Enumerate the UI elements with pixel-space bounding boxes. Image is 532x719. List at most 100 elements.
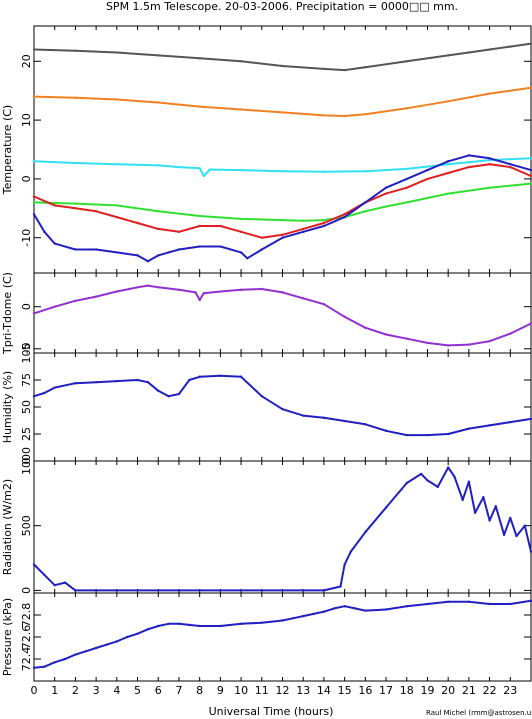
- data-point: [488, 92, 491, 95]
- data-point: [467, 51, 471, 54]
- data-point: [198, 214, 201, 218]
- y-axis-label: Radiation (W/m2): [1, 479, 14, 575]
- data-point: [349, 550, 353, 553]
- data-point: [239, 60, 243, 63]
- data-point: [74, 96, 77, 99]
- data-point: [157, 227, 160, 231]
- data-point: [446, 100, 450, 103]
- data-point: [198, 224, 201, 228]
- panel-0: -10 0 10 20 Temperature (C): [1, 25, 532, 274]
- data-point: [343, 315, 346, 318]
- y-tick-label: 72.4: [20, 647, 33, 672]
- data-point: [343, 68, 346, 72]
- data-point: [302, 297, 305, 300]
- data-point: [529, 322, 532, 325]
- x-tick-label: 0: [31, 684, 38, 697]
- x-tick-label: 23: [503, 684, 517, 697]
- data-point: [302, 614, 305, 618]
- data-point: [43, 391, 46, 395]
- data-point: [364, 423, 367, 426]
- panel-3: 0 500 1000 Radiation (W/m2): [1, 447, 532, 594]
- panel-4: 72.472.672.8 Pressure (kPa): [1, 592, 532, 682]
- data-point: [63, 581, 67, 584]
- y-axis-label: Pressure (kPa): [1, 598, 14, 676]
- data-point: [343, 563, 346, 566]
- data-point: [43, 665, 46, 668]
- y-tick-label: 0: [20, 458, 33, 465]
- data-point: [446, 160, 450, 163]
- data-point: [32, 212, 36, 216]
- data-point: [322, 589, 326, 592]
- x-tick-label: 2: [72, 684, 79, 697]
- y-tick-label: 50: [20, 400, 33, 414]
- data-point: [53, 386, 56, 389]
- panel-1: -5 0 Tpri-Tdome (C): [1, 272, 532, 355]
- data-point: [461, 498, 464, 502]
- data-point: [63, 657, 67, 661]
- data-point: [446, 432, 450, 436]
- data-point: [260, 287, 263, 291]
- data-point: [74, 653, 77, 656]
- data-point: [488, 340, 491, 343]
- data-point: [509, 602, 512, 606]
- series-line-0: [33, 374, 532, 437]
- data-point: [281, 218, 284, 222]
- data-point: [136, 286, 139, 289]
- series-line-2: [33, 157, 532, 177]
- data-point: [157, 389, 160, 392]
- data-point: [32, 160, 36, 163]
- data-point: [322, 221, 326, 225]
- panel-frame: [33, 272, 532, 354]
- data-point: [302, 227, 305, 231]
- data-point: [405, 177, 408, 181]
- panel-frame: [33, 352, 532, 462]
- x-tick-label: 6: [155, 684, 162, 697]
- x-tick-label: 14: [317, 684, 331, 697]
- data-point: [239, 622, 243, 625]
- data-point: [343, 605, 346, 608]
- y-tick-label: 0: [20, 175, 33, 182]
- data-point: [136, 632, 139, 635]
- data-point: [446, 163, 450, 166]
- data-point: [343, 114, 346, 118]
- data-point: [43, 230, 46, 234]
- data-point: [53, 584, 56, 587]
- data-point: [322, 67, 326, 71]
- data-point: [53, 305, 56, 308]
- data-point: [157, 624, 160, 628]
- data-point: [74, 161, 77, 165]
- series-line-3: [33, 182, 532, 222]
- data-point: [167, 251, 170, 254]
- data-point: [494, 505, 497, 508]
- data-point: [488, 424, 491, 427]
- data-point: [343, 419, 346, 423]
- data-point: [198, 375, 201, 378]
- data-point: [281, 111, 284, 114]
- data-point: [322, 170, 326, 174]
- data-point: [239, 108, 243, 111]
- data-point: [509, 163, 512, 166]
- data-point: [177, 622, 181, 625]
- data-point: [177, 288, 181, 292]
- data-point: [94, 248, 98, 251]
- data-point: [239, 288, 243, 292]
- data-point: [322, 302, 326, 306]
- data-point: [529, 550, 532, 553]
- data-point: [322, 610, 326, 613]
- data-point: [322, 114, 326, 117]
- data-point: [53, 242, 56, 245]
- data-point: [94, 380, 98, 384]
- data-point: [426, 433, 429, 437]
- y-axis-label: Humidity (%): [1, 371, 14, 443]
- data-point: [509, 420, 512, 424]
- data-point: [426, 479, 429, 482]
- data-point: [260, 621, 263, 624]
- data-point: [239, 230, 243, 234]
- data-point: [302, 230, 305, 234]
- x-tick-label: 22: [483, 684, 497, 697]
- data-point: [202, 174, 206, 178]
- y-axis-label: Tpri-Tdome (C): [1, 272, 14, 355]
- data-point: [509, 516, 512, 520]
- data-point: [260, 236, 263, 239]
